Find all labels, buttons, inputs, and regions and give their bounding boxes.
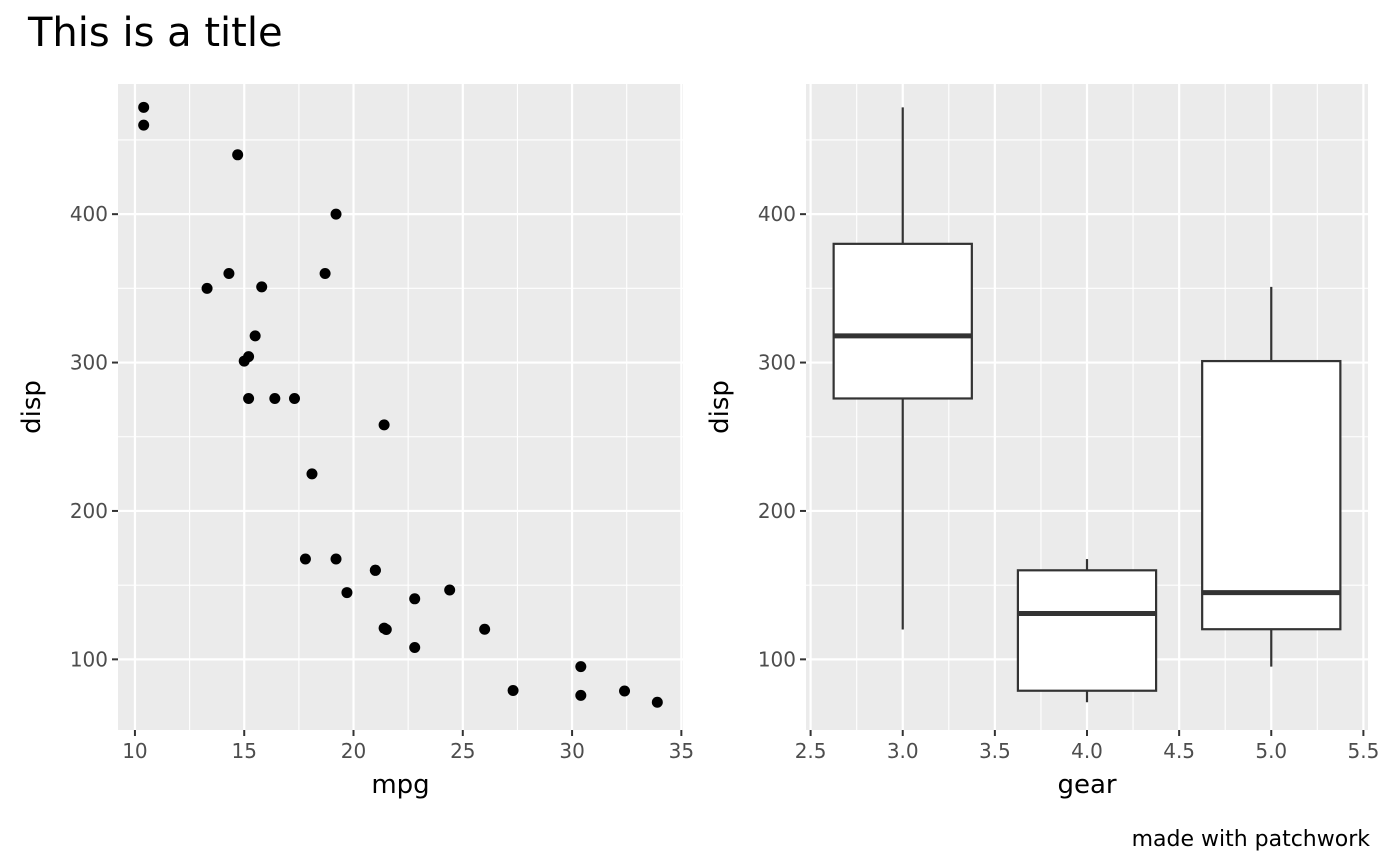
x-tick-label: 10 <box>122 739 147 763</box>
scatter-point <box>232 149 244 161</box>
y-tick-label: 200 <box>758 499 796 523</box>
scatter-point <box>223 268 235 280</box>
panel-background <box>118 84 683 730</box>
scatter-point <box>409 641 421 653</box>
scatter-panel: 10 15 20 25 30 35 100 200 300 400 mpg disp <box>17 84 694 800</box>
box-body <box>1201 359 1342 631</box>
scatter-point <box>369 564 381 576</box>
scatter-point <box>256 281 268 293</box>
scatter-point <box>201 282 213 294</box>
x-tick-label: 5.5 <box>1347 739 1379 763</box>
scatter-point <box>651 696 663 708</box>
x-tick-label: 20 <box>341 739 366 763</box>
x-tick-label: 15 <box>231 739 256 763</box>
x-tick-label: 4.0 <box>1071 739 1103 763</box>
scatter-point <box>575 661 587 673</box>
scatter-point <box>319 268 331 280</box>
y-tick-label: 300 <box>70 351 108 375</box>
x-tick-label: 2.5 <box>795 739 827 763</box>
scatter-point <box>269 392 281 404</box>
y-axis-title: disp <box>17 380 47 434</box>
scatter-point <box>243 392 255 404</box>
y-tick-label: 400 <box>70 202 108 226</box>
boxplot-panel: 2.5 3.0 3.5 4.0 4.5 5.0 5.5 100 200 300 400 gear dis… <box>705 84 1379 800</box>
scatter-point <box>288 392 300 404</box>
scatter-point <box>378 622 390 634</box>
scatter-point <box>138 119 150 131</box>
scatter-point <box>306 468 318 480</box>
scatter-point <box>299 553 311 565</box>
x-tick-label: 3.5 <box>979 739 1011 763</box>
caption: made with patchwork <box>1132 827 1371 852</box>
y-tick-label: 200 <box>70 499 108 523</box>
scatter-point <box>330 553 342 565</box>
scatter-point <box>138 101 150 113</box>
x-axis-title: mpg <box>371 770 429 800</box>
scatter-point <box>330 208 342 220</box>
y-axis-title: disp <box>705 380 735 434</box>
box-body <box>1016 569 1158 692</box>
scatter-point <box>341 587 353 599</box>
scatter-point <box>378 419 390 431</box>
x-tick-label: 35 <box>669 739 694 763</box>
x-tick-label: 25 <box>450 739 475 763</box>
scatter-point <box>249 330 261 342</box>
y-tick-label: 400 <box>758 202 796 226</box>
scatter-point <box>507 685 519 697</box>
scatter-point <box>575 689 587 701</box>
y-tick-label: 300 <box>758 351 796 375</box>
box-body <box>832 242 973 400</box>
x-axis-title: gear <box>1057 770 1116 800</box>
scatter-point <box>238 355 250 367</box>
x-tick-label: 3.0 <box>887 739 919 763</box>
x-tick-label: 30 <box>559 739 584 763</box>
x-tick-label: 4.5 <box>1163 739 1195 763</box>
y-tick-label: 100 <box>758 647 796 671</box>
x-tick-label: 5.0 <box>1255 739 1287 763</box>
scatter-point <box>409 593 421 605</box>
plot-title: This is a title <box>27 10 283 56</box>
scatter-point <box>444 584 456 596</box>
y-tick-label: 100 <box>70 647 108 671</box>
scatter-point <box>619 685 631 697</box>
scatter-point <box>479 623 491 635</box>
